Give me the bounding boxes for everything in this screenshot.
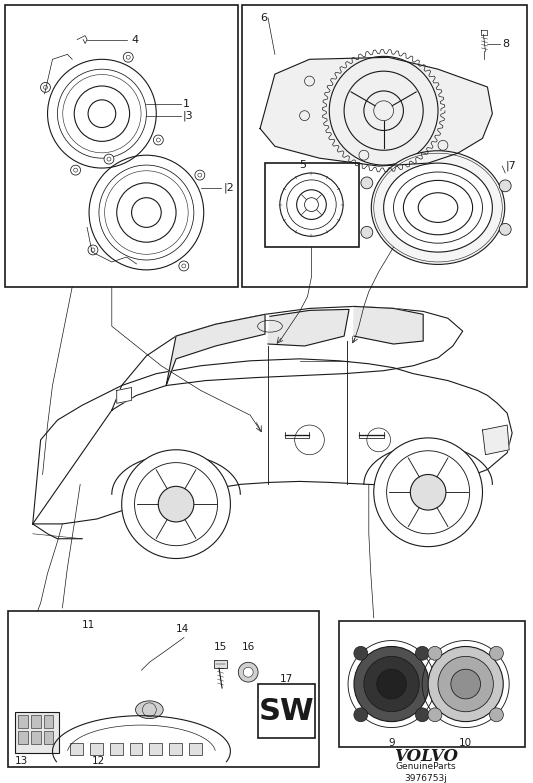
Polygon shape [260,57,492,166]
Polygon shape [33,359,512,524]
Circle shape [438,656,494,712]
Text: |3: |3 [183,110,193,121]
Circle shape [71,165,80,175]
Polygon shape [268,309,349,346]
Circle shape [489,708,503,722]
Text: 6: 6 [260,13,267,23]
Circle shape [88,245,98,255]
Text: 5: 5 [300,160,306,170]
Circle shape [122,449,230,558]
Text: VOLVO: VOLVO [394,748,458,765]
Text: 14: 14 [176,624,189,633]
Text: |7: |7 [505,161,516,171]
Bar [31,715,41,727]
Bar [110,743,123,756]
Circle shape [428,647,442,660]
Circle shape [158,486,194,522]
Text: |2: |2 [223,182,234,193]
Circle shape [243,667,253,677]
Polygon shape [354,306,423,344]
Text: 11: 11 [82,619,95,630]
Bar [243,5,527,287]
Text: 4: 4 [132,34,139,45]
Circle shape [354,708,368,722]
Bar [18,731,28,745]
Circle shape [354,647,429,722]
Text: SW: SW [259,697,314,726]
Bar [258,684,316,738]
Circle shape [451,669,481,699]
Bar [189,743,202,756]
Text: 13: 13 [15,756,28,766]
Bar [130,743,142,756]
Text: 10: 10 [459,738,472,749]
Bar [31,731,41,745]
Circle shape [499,223,511,235]
Bar [15,712,59,753]
Bar [18,715,28,727]
Circle shape [41,82,51,92]
Circle shape [428,708,442,722]
Text: 17: 17 [280,674,293,684]
Circle shape [489,647,503,660]
Text: GenuineParts: GenuineParts [396,762,456,770]
Ellipse shape [135,701,163,719]
Circle shape [123,52,133,62]
Bar [90,743,103,756]
Circle shape [179,261,189,271]
Text: 9: 9 [388,738,395,749]
Circle shape [364,656,419,712]
Text: 3976753j: 3976753j [405,774,448,783]
Bar [214,660,228,668]
Bar [70,743,83,756]
Polygon shape [166,314,265,385]
Circle shape [154,135,163,145]
Bar [149,743,162,756]
Bar [265,163,359,247]
Circle shape [410,474,446,510]
Ellipse shape [372,151,505,265]
Circle shape [354,647,368,660]
Circle shape [238,662,258,682]
Text: 8: 8 [502,39,510,49]
Bar [8,611,319,767]
Circle shape [374,438,482,547]
Circle shape [361,177,373,189]
Text: 15: 15 [214,642,227,652]
Text: 16: 16 [241,642,255,652]
Text: 12: 12 [92,756,106,766]
Circle shape [377,669,406,699]
Polygon shape [482,425,509,455]
Bar [339,621,525,747]
Polygon shape [117,388,132,403]
Ellipse shape [384,163,492,252]
Circle shape [195,170,205,180]
Circle shape [415,708,429,722]
Bar [169,743,182,756]
Bar [44,715,53,727]
Circle shape [104,154,114,164]
Bar [44,731,53,745]
Circle shape [499,180,511,192]
Polygon shape [112,306,463,410]
Circle shape [361,226,373,238]
Text: 1: 1 [183,99,190,109]
Bar [5,5,238,287]
Circle shape [415,647,429,660]
Circle shape [428,647,503,722]
